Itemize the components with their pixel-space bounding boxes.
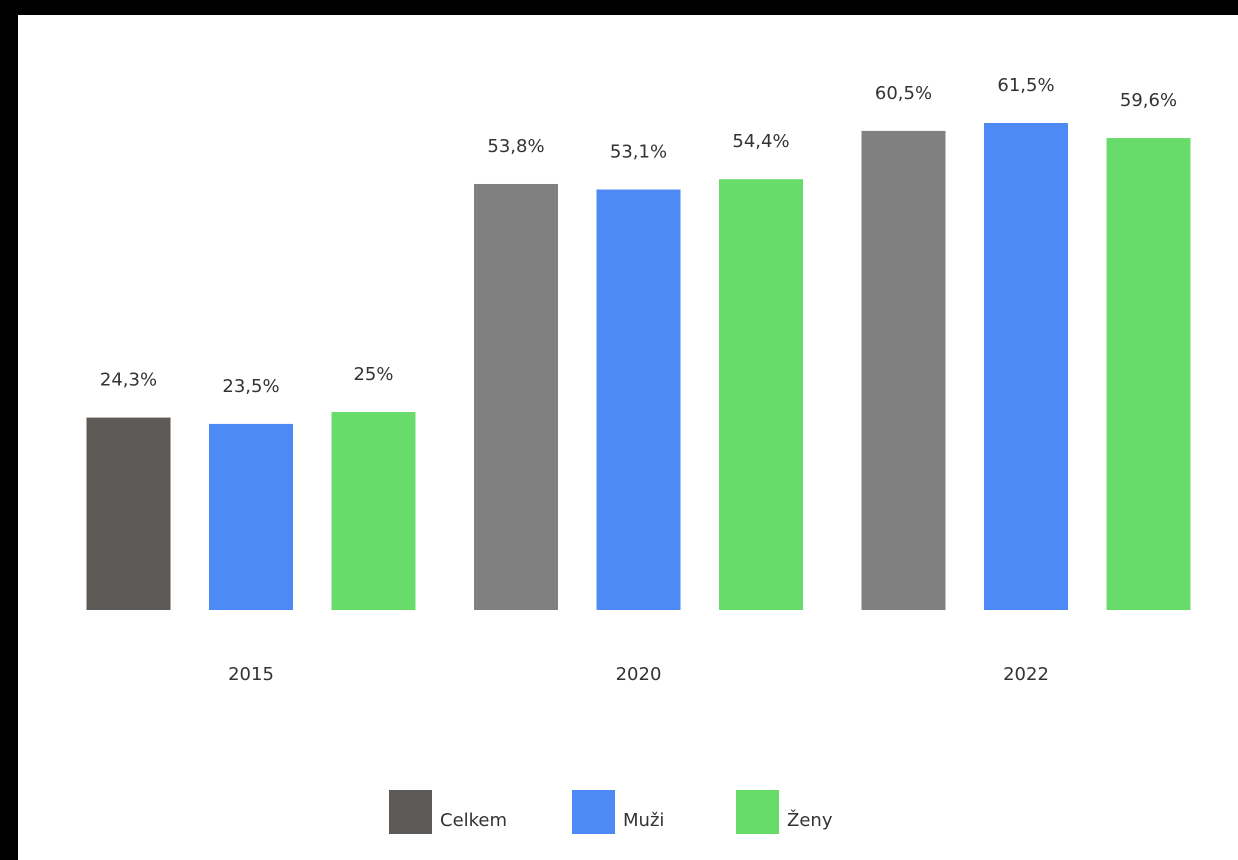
bar [474,183,558,610]
bar [861,130,946,610]
value-label: 53,8% [487,136,544,157]
legend-label: Ženy [787,809,833,831]
legend-swatch [389,790,432,834]
x-tick-label: 2022 [1003,664,1049,685]
bar [86,417,171,610]
legend-swatch [572,790,615,834]
bar [209,423,293,610]
bar [331,412,416,610]
bar [719,179,803,610]
value-label: 53,1% [610,142,667,163]
frame-top [0,0,1238,15]
bar [596,189,681,610]
value-label: 54,4% [732,131,789,152]
value-label: 59,6% [1120,90,1177,111]
legend-swatch [736,790,779,834]
x-tick-label: 2015 [228,664,274,685]
bar [984,123,1068,610]
value-label: 23,5% [222,376,279,397]
value-label: 25% [353,364,393,385]
value-label: 61,5% [997,75,1054,96]
legend-label: Celkem [440,810,507,831]
bar [1106,138,1191,610]
value-label: 60,5% [875,83,932,104]
x-tick-label: 2020 [616,664,662,685]
frame-left [0,0,18,860]
value-label: 24,3% [100,370,157,391]
legend-label: Muži [623,810,664,831]
